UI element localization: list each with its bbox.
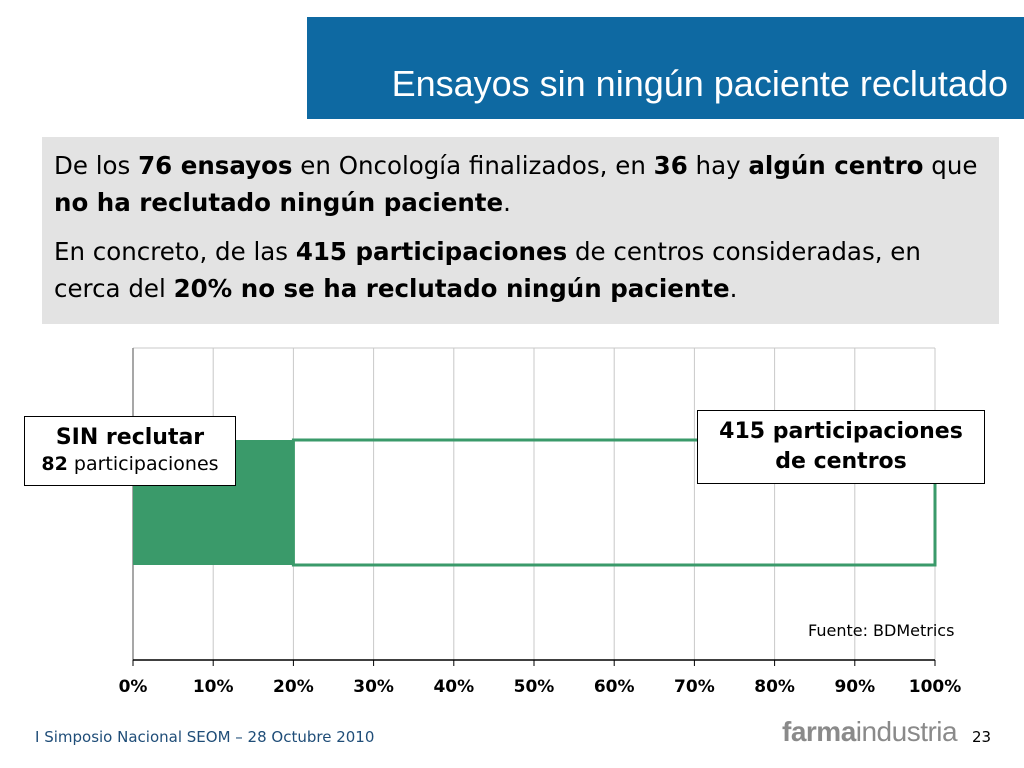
bar-1: [291, 438, 937, 567]
callout-left-label: participaciones: [67, 453, 219, 475]
title-bar: Ensayos sin ningún paciente reclutado: [307, 17, 1024, 119]
summary-paragraph-2: En concreto, de las 415 participaciones …: [54, 233, 994, 307]
paragraph2-run-2: de centros consideradas, en cerca del: [54, 237, 921, 303]
paragraph2-run-4: .: [729, 274, 738, 303]
farmaindustria-logo: farmaindustria: [782, 716, 958, 748]
callout-total: 415 participaciones de centros: [697, 410, 985, 484]
x-tick-label-3: 30%: [353, 677, 394, 697]
x-tick-label-0: 0%: [119, 677, 148, 697]
paragraph2-run-3: 20% no se ha reclutado ningún paciente: [173, 274, 730, 303]
x-tick-label-2: 20%: [273, 677, 314, 697]
x-tick-label-9: 90%: [834, 677, 875, 697]
paragraph1-run-3: 36: [653, 151, 688, 180]
callout-left-title: SIN reclutar: [55, 425, 205, 450]
chart: 0% 10% 20% 30% 40% 50% 60% 70% 80% 90% 100%: [119, 347, 962, 697]
callout-left-subtitle: 82 participaciones: [25, 451, 235, 477]
paragraph1-run-7: no ha reclutado ningún paciente: [54, 188, 504, 217]
x-tick-label-10: 100%: [909, 677, 962, 697]
page-number: 23: [972, 728, 992, 746]
x-tick-label-7: 70%: [674, 677, 715, 697]
logo-farma: farma: [782, 716, 856, 747]
callout-right-line1: 415 participaciones: [719, 419, 963, 444]
x-tick-label-4: 40%: [433, 677, 474, 697]
x-tick-label-5: 50%: [514, 677, 555, 697]
paragraph1-run-4: hay: [687, 151, 749, 180]
paragraph1-run-8: .: [503, 188, 511, 217]
logo-industria: industria: [855, 716, 958, 747]
x-tick-label-1: 10%: [193, 677, 234, 697]
paragraph2-run-0: En concreto, de las: [54, 237, 296, 266]
callout-sin-reclutar: SIN reclutar 82 participaciones: [24, 416, 236, 486]
source-note: Fuente: BDMetrics: [808, 621, 955, 640]
summary-paragraph-1: De los 76 ensayos en Oncología finalizad…: [54, 147, 994, 221]
callout-left-count: 82: [41, 453, 68, 475]
paragraph2-run-1: 415 participaciones: [295, 237, 568, 266]
x-tick-label-8: 80%: [754, 677, 795, 697]
slide-title: Ensayos sin ningún paciente reclutado: [391, 63, 1008, 104]
summary-box: De los 76 ensayos en Oncología finalizad…: [42, 137, 999, 324]
paragraph1-run-1: 76 ensayos: [138, 151, 293, 180]
paragraph1-run-2: en Oncología finalizados, en: [292, 151, 654, 180]
footer-event: I Simposio Nacional SEOM – 28 Octubre 20…: [35, 728, 375, 746]
paragraph1-run-0: De los: [54, 151, 139, 180]
paragraph1-run-5: algún centro: [748, 151, 924, 180]
callout-right-line2: de centros: [775, 449, 907, 474]
paragraph1-run-6: que: [923, 151, 978, 180]
x-tick-label-6: 60%: [594, 677, 635, 697]
